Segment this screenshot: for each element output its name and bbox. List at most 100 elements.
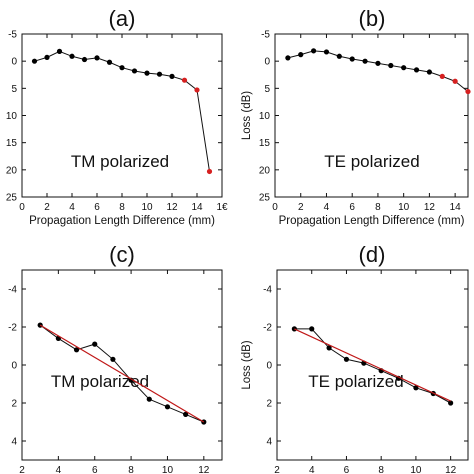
y-tick-label: 4 [11, 437, 17, 448]
data-point [311, 48, 317, 54]
y-tick-label: 15 [6, 138, 18, 149]
data-point [131, 68, 138, 74]
data-point-highlight [452, 78, 458, 84]
x-tick-label: 10 [410, 465, 422, 474]
data-point [349, 56, 355, 62]
x-tick-label: 4 [56, 465, 62, 474]
plot-frame [274, 33, 469, 198]
data-point [413, 67, 420, 73]
x-tick-label: 2 [274, 465, 280, 474]
x-tick-label: 4 [324, 202, 330, 213]
y-tick-label: -5 [261, 30, 270, 41]
polarization-annotation: TE polarized [324, 152, 419, 171]
y-tick-label: 25 [259, 193, 271, 204]
data-point [31, 58, 38, 64]
data-point [183, 411, 189, 417]
y-tick-label: -5 [8, 30, 17, 41]
data-point [388, 62, 394, 69]
x-tick-label: 2 [19, 465, 25, 474]
y-tick-label: 5 [11, 84, 17, 95]
x-tick-label: 14 [191, 202, 203, 213]
y-tick-label: 0 [11, 361, 17, 372]
x-tick-label: 6 [349, 202, 355, 213]
series-line [287, 50, 469, 92]
data-point-highlight [439, 73, 445, 79]
data-point [401, 65, 407, 71]
x-tick-label: 2 [298, 202, 304, 213]
series-line [39, 324, 205, 423]
x-tick-label: 8 [378, 465, 384, 474]
x-tick-label: 8 [119, 202, 125, 213]
data-point [92, 341, 98, 347]
data-point [169, 73, 175, 79]
data-point [448, 400, 454, 406]
x-tick-label: 0 [272, 202, 278, 213]
y-tick-label: -2 [263, 323, 272, 334]
y-tick-label: -4 [8, 285, 17, 296]
y-tick-label: 0 [11, 57, 17, 68]
panel-label: (d) [359, 242, 386, 267]
x-tick-label: 12 [445, 465, 457, 474]
series-line [294, 328, 451, 404]
data-point [375, 60, 381, 66]
plot-frame [21, 33, 223, 198]
panel-label: (c) [109, 242, 135, 267]
y-tick-label: 25 [6, 193, 18, 204]
data-point [69, 53, 75, 59]
y-axis-label: Loss (dB) [241, 340, 253, 389]
panel-2: (b) 0 2 4 6 8 10 12 14 -5 0 5 10 15 20 25 Propagation Le… [241, 6, 471, 227]
data-point [413, 385, 419, 391]
data-point [298, 52, 304, 58]
panel-label: (b) [359, 6, 386, 31]
x-tick-label: 10 [141, 202, 153, 213]
data-point [119, 65, 125, 71]
x-tick-label: 4 [309, 465, 315, 474]
x-tick-label: 10 [162, 465, 174, 474]
y-tick-label: 2 [266, 399, 272, 410]
data-point-highlight [206, 168, 213, 175]
x-tick-label: 4 [69, 202, 75, 213]
y-tick-label: -2 [8, 323, 17, 334]
data-point [144, 70, 150, 76]
data-point [309, 326, 315, 332]
y-tick-label: 15 [259, 138, 271, 149]
data-point [326, 345, 332, 351]
panel-1: (a) 0 2 4 6 8 10 12 14 1€ -5 0 5 10 15 20 25 Propagation … [6, 6, 228, 227]
data-point [128, 377, 134, 383]
y-tick-label: 4 [266, 437, 272, 448]
fit-line [294, 328, 451, 402]
data-point [323, 49, 330, 55]
x-tick-label: 6 [94, 202, 100, 213]
data-point-highlight [465, 88, 471, 95]
x-tick-label: 12 [166, 202, 178, 213]
y-tick-label: 5 [264, 84, 270, 95]
data-point [56, 48, 63, 54]
data-point [156, 71, 163, 77]
y-tick-label: 10 [6, 111, 18, 122]
x-tick-label: 10 [398, 202, 410, 213]
x-tick-label: 6 [92, 465, 98, 474]
data-point [146, 396, 152, 402]
x-axis-label: Propagation Length Difference (mm) [29, 215, 215, 227]
polarization-annotation: TM polarized [51, 372, 149, 391]
panel-label: (a) [109, 6, 136, 31]
x-axis-label: Propagation Length Difference (mm) [279, 215, 465, 227]
data-point [285, 55, 291, 61]
x-tick-label: 8 [375, 202, 381, 213]
y-tick-label: 20 [259, 165, 271, 176]
plot-frame [21, 269, 223, 461]
polarization-annotation: TM polarized [71, 152, 169, 171]
data-point [343, 356, 350, 362]
data-point [44, 54, 50, 60]
data-point [164, 404, 171, 410]
x-tick-label: 14 [450, 202, 462, 213]
data-point [362, 58, 368, 64]
x-tick-label: 2 [44, 202, 50, 213]
data-point [94, 55, 100, 61]
y-axis-label: Loss (dB) [241, 91, 253, 140]
y-tick-label: 0 [266, 361, 272, 372]
data-point [81, 56, 88, 63]
